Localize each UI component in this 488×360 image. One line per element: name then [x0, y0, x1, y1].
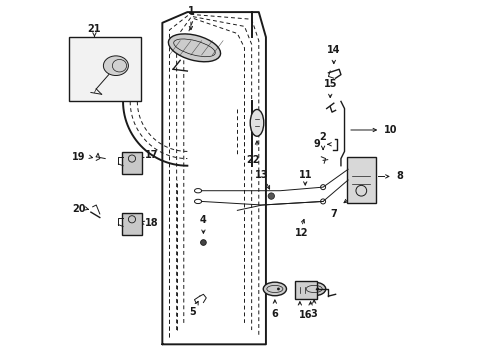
FancyBboxPatch shape	[122, 213, 142, 235]
Text: 1: 1	[187, 6, 194, 16]
Text: 2: 2	[319, 132, 326, 143]
Ellipse shape	[302, 282, 325, 296]
Text: 19: 19	[72, 152, 85, 162]
Ellipse shape	[168, 34, 220, 62]
Text: 18: 18	[144, 218, 158, 228]
Text: 21: 21	[87, 23, 101, 33]
Circle shape	[267, 193, 274, 199]
Text: 8: 8	[395, 171, 403, 181]
Ellipse shape	[263, 282, 286, 296]
Text: 17: 17	[144, 150, 158, 160]
Text: 5: 5	[189, 307, 196, 317]
Text: 13: 13	[254, 170, 268, 180]
Ellipse shape	[103, 56, 128, 76]
FancyBboxPatch shape	[69, 37, 141, 102]
Text: 12: 12	[294, 228, 308, 238]
Text: 9: 9	[313, 139, 320, 149]
Ellipse shape	[250, 109, 263, 136]
FancyBboxPatch shape	[346, 157, 375, 203]
Text: 6: 6	[271, 309, 278, 319]
FancyBboxPatch shape	[295, 281, 316, 299]
Text: 14: 14	[326, 45, 340, 55]
Circle shape	[276, 288, 279, 291]
Text: 22: 22	[246, 155, 260, 165]
Text: 15: 15	[323, 79, 336, 89]
Text: 3: 3	[310, 309, 317, 319]
FancyBboxPatch shape	[122, 152, 142, 174]
Circle shape	[316, 288, 319, 291]
Text: 16: 16	[298, 310, 311, 320]
Text: 10: 10	[383, 125, 397, 135]
Text: 7: 7	[330, 208, 337, 219]
Circle shape	[200, 240, 206, 246]
Text: 11: 11	[298, 170, 311, 180]
Text: 20: 20	[72, 203, 85, 213]
Text: 4: 4	[200, 215, 206, 225]
